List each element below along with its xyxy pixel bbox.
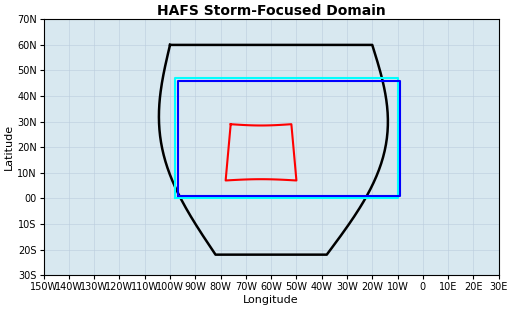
Title: HAFS Storm-Focused Domain: HAFS Storm-Focused Domain	[157, 4, 386, 18]
X-axis label: Longitude: Longitude	[243, 295, 299, 305]
Y-axis label: Latitude: Latitude	[4, 124, 14, 170]
